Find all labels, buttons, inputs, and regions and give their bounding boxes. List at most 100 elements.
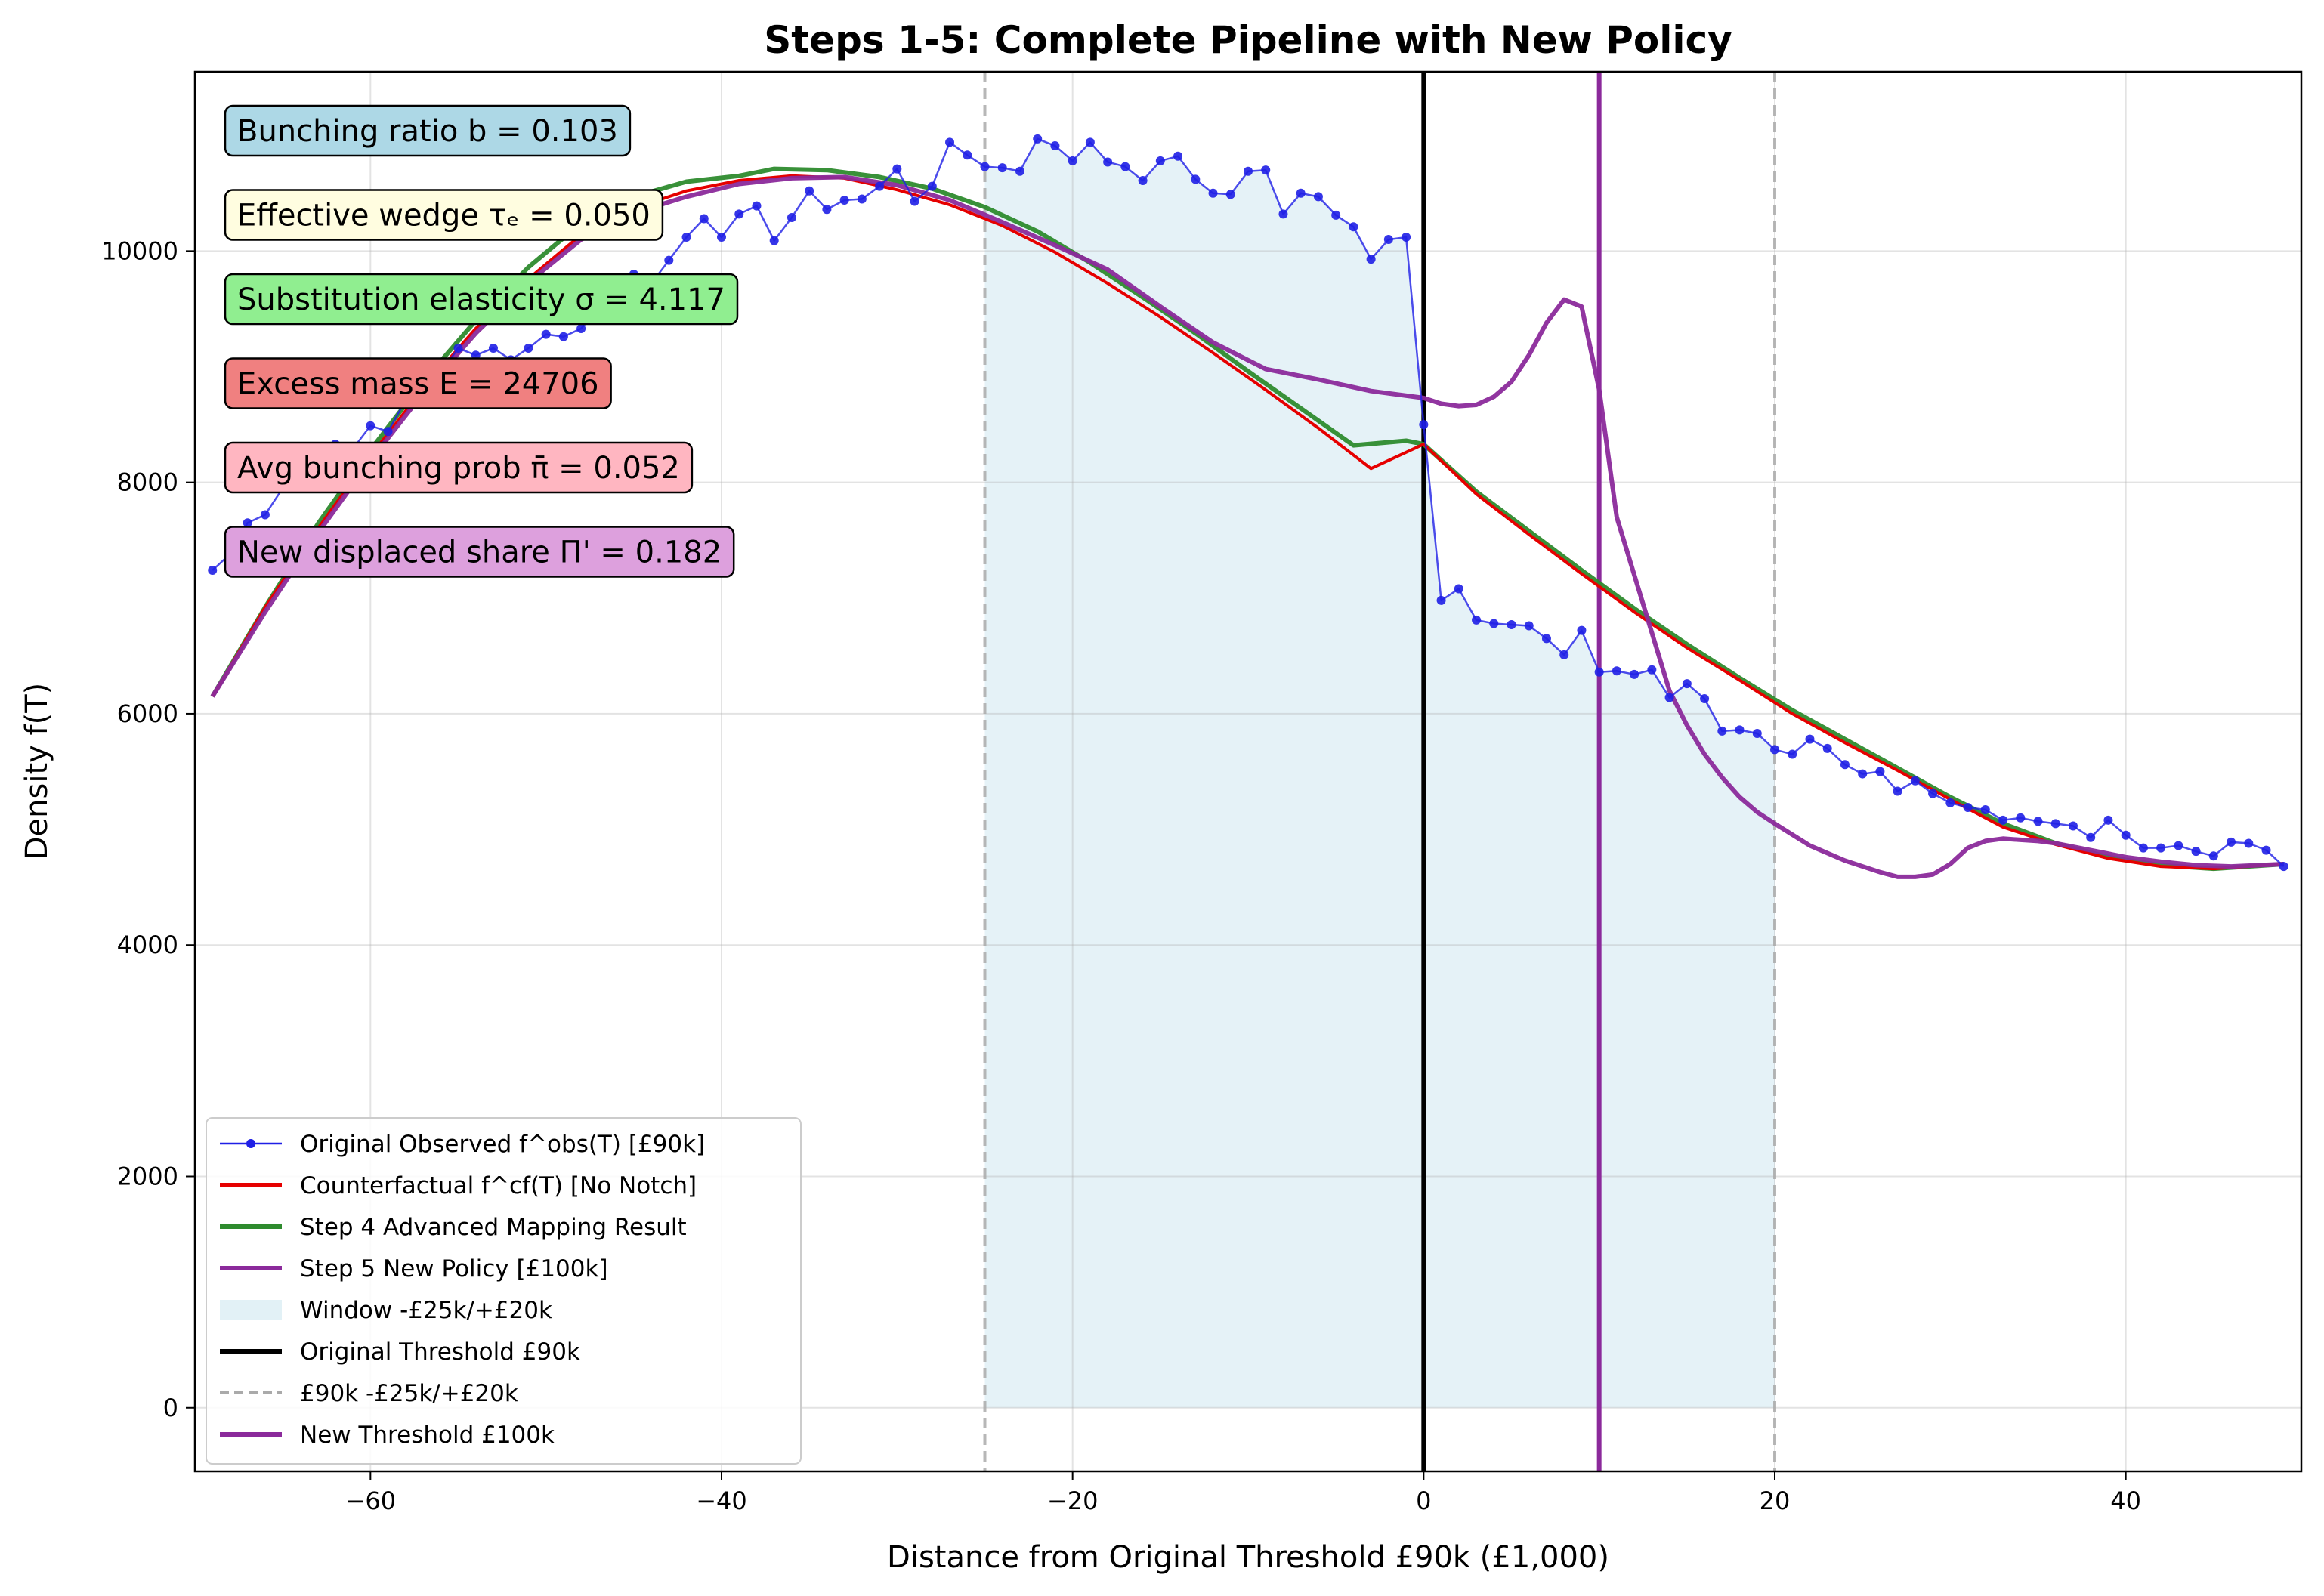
window-shade <box>984 138 1775 1408</box>
observed-point <box>1507 620 1516 630</box>
legend-item: Original Threshold £90k <box>220 1338 580 1366</box>
observed-point <box>945 137 955 147</box>
vline-layer <box>983 72 1776 1471</box>
observed-point <box>1682 679 1692 689</box>
observed-point <box>2050 819 2060 829</box>
observed-point <box>717 232 726 242</box>
observed-point <box>2261 845 2271 855</box>
x-tick-label: 20 <box>1760 1486 1791 1515</box>
annotation-background <box>224 104 632 157</box>
y-axis-label: Density f(T) <box>20 683 54 860</box>
observed-point <box>1033 134 1043 144</box>
observed-point <box>1963 802 1973 812</box>
legend-item: £90k -£25k/+£20k <box>220 1380 518 1407</box>
legend-label: Counterfactual f^cf(T) [No Notch] <box>300 1172 697 1199</box>
observed-point <box>1594 667 1604 677</box>
observed-point <box>2138 843 2148 853</box>
observed-point <box>2208 851 2218 861</box>
observed-point <box>1858 769 1868 779</box>
observed-point <box>383 427 393 437</box>
observed-point <box>1647 665 1657 675</box>
legend-item: Window -£25k/+£20k <box>220 1297 552 1324</box>
annotation-box: Effective wedge τₑ = 0.050 <box>224 189 664 241</box>
observed-point <box>1541 634 1551 644</box>
observed-point <box>910 196 919 206</box>
observed-point <box>1050 141 1060 151</box>
observed-point <box>541 329 551 339</box>
annotation-box: New displaced share Π' = 0.182 <box>224 526 735 578</box>
observed-point <box>997 163 1007 173</box>
observed-point <box>1630 669 1639 679</box>
x-tick-label: 0 <box>1416 1486 1431 1515</box>
legend-label: Original Observed f^obs(T) [£90k] <box>300 1131 705 1158</box>
observed-point <box>2033 817 2043 826</box>
observed-point <box>1788 749 1797 759</box>
observed-point <box>2227 837 2236 847</box>
observed-point <box>1278 209 1288 219</box>
annotation-text: Bunching ratio b = 0.103 <box>237 114 618 149</box>
annotation-text: Substitution elasticity σ = 4.117 <box>237 282 725 317</box>
y-tick-label: 8000 <box>117 468 178 497</box>
observed-point <box>1559 650 1569 659</box>
annotation-box: Bunching ratio b = 0.103 <box>224 104 632 157</box>
observed-point <box>2086 832 2096 842</box>
observed-point <box>1770 745 1779 755</box>
observed-point <box>1208 188 1218 198</box>
legend-item: Counterfactual f^cf(T) [No Notch] <box>220 1172 697 1199</box>
observed-point <box>2103 815 2113 825</box>
observed-point <box>1120 162 1130 171</box>
observed-point <box>1664 693 1674 702</box>
plot-frame <box>193 70 2303 1473</box>
observed-point <box>1155 156 1165 165</box>
observed-point <box>1349 222 1358 232</box>
observed-point <box>787 212 796 222</box>
observed-point <box>1085 137 1095 147</box>
x-tick-label: −40 <box>696 1486 747 1515</box>
observed-point <box>2191 847 2201 857</box>
observed-point <box>1015 166 1024 176</box>
observed-point <box>243 518 252 528</box>
series-line-1 <box>211 174 2284 871</box>
legend-item: New Threshold £100k <box>220 1422 555 1449</box>
tick-layer: −60 −40 −20 0 20 40 0 2000 4000 6000 8000 10000 <box>101 236 2141 1515</box>
observed-point <box>1910 776 1920 786</box>
observed-point <box>857 194 867 204</box>
observed-point <box>1419 420 1429 430</box>
observed-point <box>1893 786 1902 796</box>
annotation-background <box>224 357 612 409</box>
legend-item: Original Observed f^obs(T) [£90k] <box>220 1131 705 1158</box>
observed-point <box>1805 734 1815 744</box>
observed-point <box>752 201 762 211</box>
observed-point <box>1296 188 1306 198</box>
y-tick-label: 4000 <box>117 931 178 959</box>
observed-point <box>366 421 375 431</box>
legend-item: Step 4 Advanced Mapping Result <box>220 1214 687 1241</box>
observed-point <box>699 214 709 224</box>
legend-label: Step 5 New Policy [£100k] <box>300 1255 608 1283</box>
annotation-box: Substitution elasticity σ = 4.117 <box>224 273 739 326</box>
annotation-background <box>224 526 735 578</box>
observed-point <box>1103 157 1113 167</box>
observed-point <box>1840 760 1850 770</box>
observed-point <box>208 566 218 576</box>
observed-point <box>488 344 498 353</box>
observed-point <box>1752 728 1762 738</box>
observed-point <box>471 350 481 360</box>
x-axis-label: Distance from Original Threshold £90k (£… <box>887 1540 1609 1575</box>
annotation-text: Effective wedge τₑ = 0.050 <box>237 199 651 233</box>
observed-point <box>1998 815 2008 825</box>
observed-point <box>1331 210 1341 220</box>
observed-point <box>2279 862 2288 872</box>
observed-point <box>2156 843 2166 853</box>
observed-point <box>839 195 849 205</box>
legend: Original Observed f^obs(T) [£90k] Counter… <box>206 1117 802 1465</box>
observed-point <box>1822 743 1832 753</box>
observed-point <box>1489 619 1499 628</box>
y-tick-label: 10000 <box>101 236 178 265</box>
legend-label: Original Threshold £90k <box>300 1338 580 1366</box>
annotation-text: Avg bunching prob π̄ = 0.052 <box>237 451 680 486</box>
x-tick-label: 40 <box>2110 1486 2141 1515</box>
observed-point <box>1313 192 1323 202</box>
observed-point <box>1225 190 1235 199</box>
observed-point <box>1191 174 1201 184</box>
